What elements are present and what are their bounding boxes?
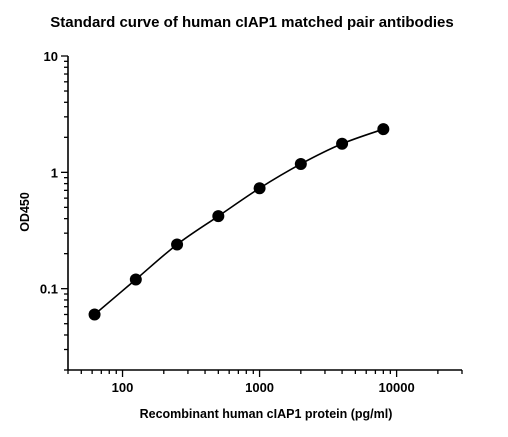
data-point	[377, 123, 390, 136]
data-point	[88, 308, 101, 321]
data-point	[129, 273, 142, 286]
y-tick-label: 0.1	[40, 282, 58, 297]
y-tick-label: 10	[44, 49, 58, 64]
y-tick-label: 1	[51, 165, 58, 180]
x-tick-label: 100	[112, 380, 134, 395]
data-point	[336, 137, 349, 150]
data-point	[294, 157, 307, 170]
x-tick-label: 10000	[379, 380, 415, 395]
data-point	[212, 210, 225, 223]
series-line	[94, 128, 384, 316]
y-axis-label: OD450	[18, 192, 32, 232]
x-axis-label: Recombinant human cIAP1 protein (pg/ml)	[140, 407, 393, 421]
x-tick-label: 1000	[245, 380, 274, 395]
data-point	[253, 182, 266, 195]
chart-title: Standard curve of human cIAP1 matched pa…	[50, 14, 453, 31]
plot-area: 100 1000 10000 0.1 1 10	[40, 49, 463, 395]
data-point	[171, 238, 184, 251]
